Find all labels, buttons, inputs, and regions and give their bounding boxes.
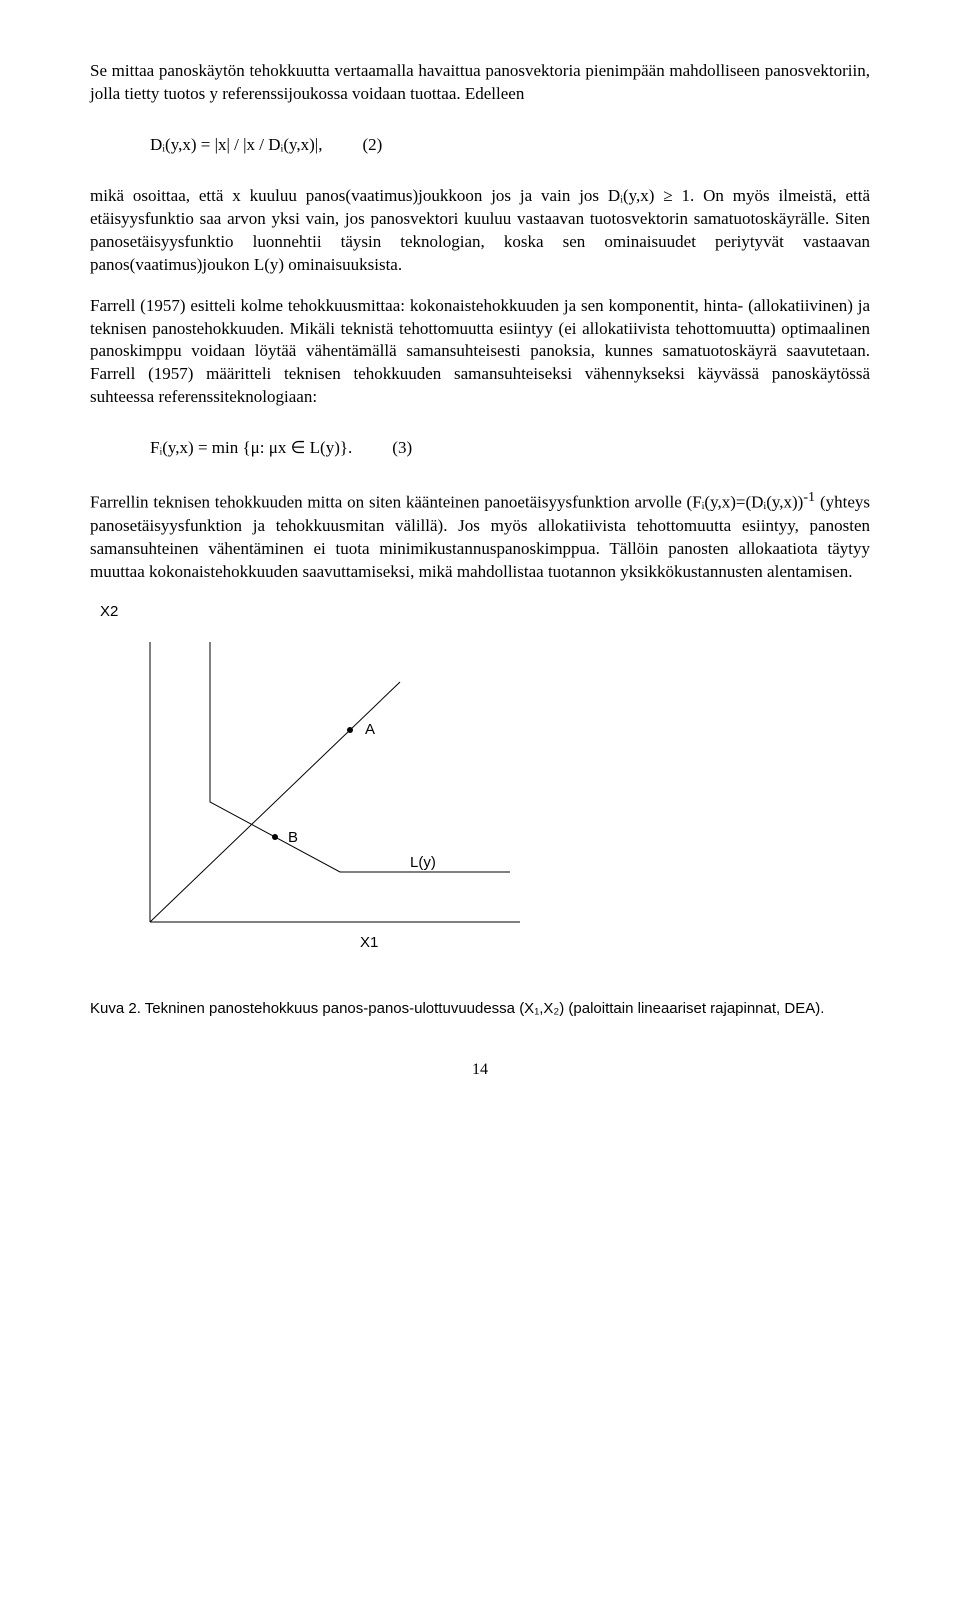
equation-3: Fᵢ(y,x) = min {μ: μx ∈ L(y)}. (150, 437, 352, 460)
paragraph-3: Farrell (1957) esitteli kolme tehokkuusm… (90, 295, 870, 410)
paragraph-1: Se mittaa panoskäytön tehokkuutta vertaa… (90, 60, 870, 106)
figure-2-caption: Kuva 2. Tekninen panostehokkuus panos-pa… (90, 999, 870, 1019)
svg-text:B: B (288, 829, 298, 846)
exponent: -1 (803, 489, 815, 505)
svg-text:L(y): L(y) (410, 854, 436, 871)
equation-2: Dᵢ(y,x) = |x| / |x / Dᵢ(y,x)|, (150, 134, 322, 157)
page-number: 14 (90, 1059, 870, 1081)
svg-text:A: A (365, 721, 375, 738)
equation-2-number: (2) (362, 134, 382, 157)
paragraph-2: mikä osoittaa, että x kuuluu panos(vaati… (90, 185, 870, 277)
equation-2-row: Dᵢ(y,x) = |x| / |x / Dᵢ(y,x)|, (2) (150, 134, 870, 157)
equation-3-row: Fᵢ(y,x) = min {μ: μx ∈ L(y)}. (3) (150, 437, 870, 460)
axis-label-x2: X2 (100, 602, 870, 622)
svg-text:X1: X1 (360, 934, 378, 951)
paragraph-4: Farrellin teknisen tehokkuuden mitta on … (90, 488, 870, 583)
figure-2-svg: A B L(y) X1 (120, 642, 540, 972)
paragraph-4a: Farrellin teknisen tehokkuuden mitta on … (90, 493, 803, 512)
equation-3-number: (3) (392, 437, 412, 460)
figure-2: A B L(y) X1 (120, 642, 870, 979)
